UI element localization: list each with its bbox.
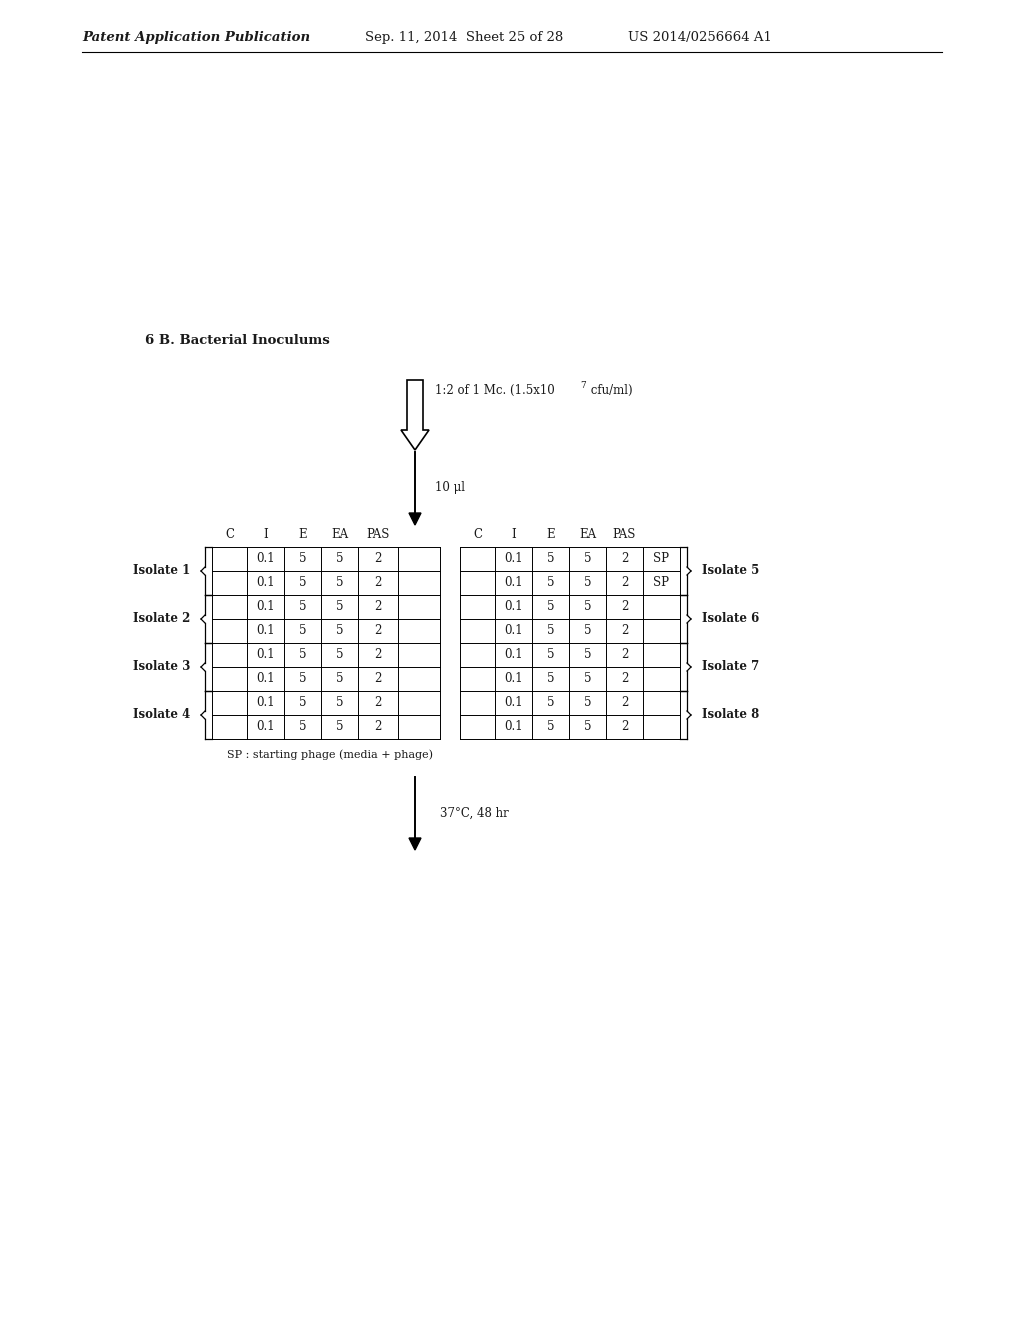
Text: 0.1: 0.1: [256, 721, 274, 734]
Text: 2: 2: [375, 697, 382, 710]
Text: 0.1: 0.1: [504, 697, 523, 710]
Text: 0.1: 0.1: [256, 697, 274, 710]
Text: 10 μl: 10 μl: [435, 480, 465, 494]
Text: 0.1: 0.1: [256, 577, 274, 590]
Text: 5: 5: [584, 577, 591, 590]
Text: Isolate 3: Isolate 3: [133, 660, 190, 673]
Text: 5: 5: [336, 672, 343, 685]
Text: 2: 2: [375, 624, 382, 638]
Text: 5: 5: [336, 648, 343, 661]
Text: 5: 5: [547, 672, 554, 685]
Text: 0.1: 0.1: [256, 672, 274, 685]
Text: 2: 2: [375, 577, 382, 590]
Text: 5: 5: [299, 601, 306, 614]
Text: 5: 5: [336, 577, 343, 590]
Text: US 2014/0256664 A1: US 2014/0256664 A1: [628, 30, 772, 44]
Text: 2: 2: [621, 577, 628, 590]
Text: 5: 5: [299, 648, 306, 661]
Text: 2: 2: [621, 697, 628, 710]
Text: 37°C, 48 hr: 37°C, 48 hr: [440, 807, 509, 820]
Text: C: C: [473, 528, 482, 540]
Text: 2: 2: [621, 672, 628, 685]
Text: 5: 5: [547, 553, 554, 565]
Text: 5: 5: [584, 648, 591, 661]
Text: 5: 5: [299, 721, 306, 734]
Text: 5: 5: [584, 624, 591, 638]
Text: 0.1: 0.1: [256, 648, 274, 661]
Text: 0.1: 0.1: [504, 601, 523, 614]
Text: 6 B. Bacterial Inoculums: 6 B. Bacterial Inoculums: [145, 334, 330, 346]
Polygon shape: [409, 838, 421, 850]
Text: 0.1: 0.1: [504, 672, 523, 685]
Text: PAS: PAS: [367, 528, 390, 540]
Text: Isolate 5: Isolate 5: [702, 565, 759, 578]
Text: 5: 5: [336, 697, 343, 710]
Text: Isolate 8: Isolate 8: [702, 709, 759, 722]
Text: EA: EA: [331, 528, 348, 540]
Text: 2: 2: [375, 648, 382, 661]
Text: Isolate 7: Isolate 7: [702, 660, 759, 673]
Text: 2: 2: [621, 624, 628, 638]
Text: 5: 5: [336, 624, 343, 638]
Text: SP: SP: [653, 553, 670, 565]
Text: 5: 5: [299, 697, 306, 710]
Text: 0.1: 0.1: [504, 553, 523, 565]
Text: I: I: [511, 528, 516, 540]
Text: Patent Application Publication: Patent Application Publication: [82, 30, 310, 44]
Text: 2: 2: [621, 601, 628, 614]
Text: 5: 5: [299, 553, 306, 565]
Text: cfu/ml): cfu/ml): [587, 384, 633, 396]
Text: 2: 2: [375, 721, 382, 734]
Text: 5: 5: [584, 601, 591, 614]
Text: 5: 5: [547, 721, 554, 734]
Text: 2: 2: [375, 601, 382, 614]
Text: 5: 5: [299, 624, 306, 638]
Text: 5: 5: [584, 553, 591, 565]
Text: Isolate 2: Isolate 2: [133, 612, 190, 626]
Text: I: I: [263, 528, 268, 540]
Text: SP : starting phage (media + phage): SP : starting phage (media + phage): [227, 750, 433, 760]
Text: 0.1: 0.1: [504, 648, 523, 661]
Text: 2: 2: [621, 553, 628, 565]
Text: 5: 5: [336, 601, 343, 614]
Text: 0.1: 0.1: [256, 624, 274, 638]
Text: 0.1: 0.1: [504, 577, 523, 590]
Text: PAS: PAS: [612, 528, 636, 540]
Text: 0.1: 0.1: [256, 553, 274, 565]
Text: 0.1: 0.1: [256, 601, 274, 614]
Text: 7: 7: [580, 380, 586, 389]
Text: 2: 2: [375, 553, 382, 565]
Text: 0.1: 0.1: [504, 721, 523, 734]
Text: SP: SP: [653, 577, 670, 590]
Text: 0.1: 0.1: [504, 624, 523, 638]
Text: C: C: [225, 528, 234, 540]
Text: Sep. 11, 2014  Sheet 25 of 28: Sep. 11, 2014 Sheet 25 of 28: [365, 30, 563, 44]
Text: 5: 5: [547, 577, 554, 590]
Text: EA: EA: [579, 528, 596, 540]
Text: 5: 5: [299, 672, 306, 685]
Text: 5: 5: [584, 697, 591, 710]
Polygon shape: [409, 513, 421, 525]
Text: 5: 5: [299, 577, 306, 590]
Text: 5: 5: [584, 672, 591, 685]
Text: Isolate 6: Isolate 6: [702, 612, 759, 626]
Text: 5: 5: [547, 624, 554, 638]
Text: E: E: [546, 528, 555, 540]
Text: Isolate 4: Isolate 4: [133, 709, 190, 722]
Text: 5: 5: [547, 697, 554, 710]
Text: 5: 5: [336, 721, 343, 734]
Text: 2: 2: [375, 672, 382, 685]
Text: 2: 2: [621, 721, 628, 734]
Text: 2: 2: [621, 648, 628, 661]
Text: 5: 5: [584, 721, 591, 734]
Text: 5: 5: [336, 553, 343, 565]
Text: 5: 5: [547, 648, 554, 661]
Text: Isolate 1: Isolate 1: [133, 565, 190, 578]
Text: 5: 5: [547, 601, 554, 614]
Text: 1:2 of 1 Mc. (1.5x10: 1:2 of 1 Mc. (1.5x10: [435, 384, 555, 396]
Text: E: E: [298, 528, 307, 540]
